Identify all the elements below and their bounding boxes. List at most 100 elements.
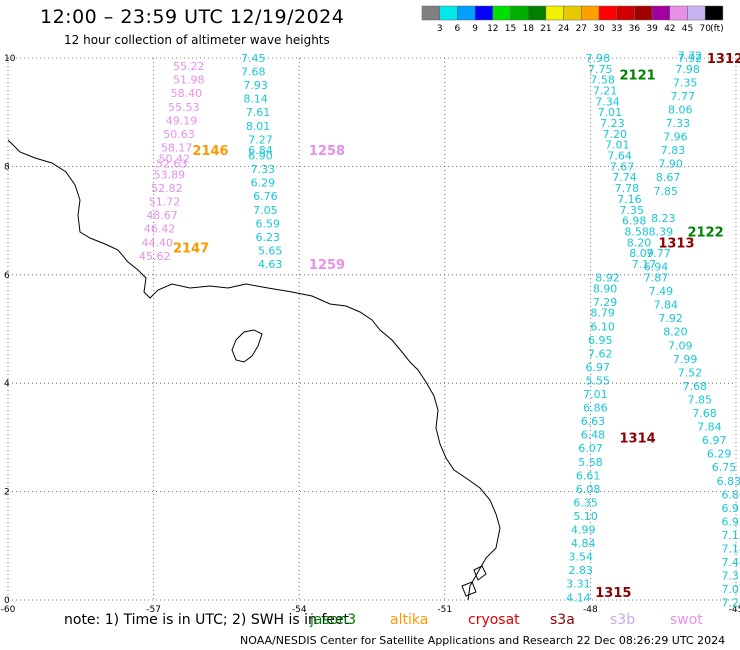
note-line: note: 1) Time is in UTC; 2) SWH is in fe…	[64, 612, 703, 628]
swh-value: 7.72	[678, 49, 703, 62]
pass-number-labels: 2146 2147 1258 1259 2121 2122 1312 1313 1314 1315	[173, 52, 740, 601]
swh-value: 6.23	[256, 231, 281, 244]
pass-number: 1315	[595, 586, 631, 601]
swh-value: 7.01	[605, 139, 630, 152]
legend-swatch	[421, 5, 440, 21]
legend-swatch	[634, 5, 653, 21]
swh-value: 7.99	[673, 353, 698, 366]
swh-value: 6.98	[622, 215, 647, 228]
swh-value: 6.92	[721, 515, 740, 528]
swh-value: 5.10	[573, 510, 598, 523]
legend-swatch	[651, 5, 671, 21]
swh-value: 6.83	[717, 475, 740, 488]
swh-value: 7.01	[598, 106, 623, 119]
swh-value: 8.09	[629, 247, 654, 260]
swh-value: 7.24	[721, 597, 740, 610]
swh-value: 8.58	[624, 225, 649, 238]
swh-value: 7.78	[615, 182, 640, 195]
swh-value: 44.40	[141, 236, 173, 249]
swh-value: 5.55	[586, 374, 611, 387]
swh-value: 7.74	[612, 171, 637, 184]
swh-value: 6.61	[576, 469, 601, 482]
wave-height-labels: 55.2251.9858.4055.5349.1950.6358.1750.42…	[139, 49, 740, 609]
pass-number: 1314	[620, 431, 656, 446]
swh-value: 6.91	[721, 502, 740, 515]
swh-value: 7.18	[721, 543, 740, 556]
swh-value: 6.76	[253, 190, 277, 203]
legend-swatch	[563, 5, 582, 21]
legend-label: 3	[437, 24, 443, 34]
swh-value: 7.35	[673, 76, 698, 89]
lon-tick-label: -54	[292, 605, 307, 615]
swh-value: 5.58	[578, 456, 603, 469]
legend-swatch	[545, 5, 564, 21]
lon-tick-label: -45	[729, 605, 740, 615]
swh-value: 7.84	[653, 299, 678, 312]
swh-value: 7.34	[595, 95, 620, 108]
legend-swatch	[669, 5, 688, 21]
swh-value: 7.27	[248, 133, 272, 146]
swh-value: 51.72	[149, 196, 181, 209]
lat-tick-label: 10	[4, 54, 16, 64]
lat-tick-label: 6	[4, 271, 10, 281]
legend-swatch	[616, 5, 635, 21]
swh-value: 8.20	[627, 236, 652, 249]
swh-value: 52.63	[156, 158, 188, 171]
swh-value: 6.63	[581, 415, 606, 428]
swh-value: 8.06	[668, 103, 693, 116]
legend-label: 33	[611, 24, 622, 34]
swh-value: 6.86	[583, 402, 608, 415]
lat-lon-grid: -60 -57 -54 -51 -48 -45 0 2 4 6 8 10	[1, 54, 740, 615]
swh-value: 5.65	[258, 244, 283, 257]
legend-swatch	[527, 5, 547, 21]
swh-value: 8.92	[595, 272, 620, 285]
lat-tick-label: 4	[4, 379, 10, 389]
swh-value: 8.20	[663, 326, 688, 339]
swh-value: 7.98	[586, 52, 611, 65]
coastline	[7, 139, 501, 601]
pass-number: 2122	[687, 225, 723, 240]
note-cryosat: cryosat	[468, 612, 520, 628]
lon-tick-label: -60	[1, 605, 16, 615]
legend-swatch	[704, 5, 724, 21]
swh-value: 6.10	[590, 320, 615, 333]
swh-value: 7.77	[646, 247, 671, 260]
swh-value: 4.14	[566, 591, 591, 604]
legend-swatch	[581, 5, 600, 21]
swh-value: 8.14	[243, 93, 267, 106]
delta-islands	[461, 565, 487, 597]
legend-label: 18	[522, 24, 534, 34]
swh-value: 6.48	[581, 429, 606, 442]
swh-value: 6.94	[644, 261, 669, 274]
swh-value: 8.23	[651, 212, 676, 225]
swh-value: 7.52	[678, 366, 703, 379]
pass-number: 1312	[707, 52, 740, 67]
legend-unit: (ft)	[710, 24, 724, 34]
swh-value: 4.63	[258, 258, 283, 271]
pass-number: 2146	[192, 144, 228, 159]
credit-line: NOAA/NESDIS Center for Satellite Applica…	[240, 634, 726, 647]
legend-label: 15	[505, 24, 516, 34]
swh-value: 6.29	[251, 177, 276, 190]
lon-tick-label: -57	[146, 605, 161, 615]
swh-value: 8.39	[649, 225, 674, 238]
swh-value: 7.83	[661, 144, 686, 157]
swh-value: 7.16	[617, 193, 642, 206]
swh-value: 7.92	[658, 312, 683, 325]
swh-value: 7.12	[721, 529, 740, 542]
swh-value: 8.90	[593, 282, 618, 295]
swh-value: 50.63	[163, 128, 195, 141]
swh-value: 4.84	[571, 537, 596, 550]
swh-value: 6.59	[256, 217, 281, 230]
swh-value: 58.17	[161, 141, 193, 154]
note-jason: jason3	[310, 612, 357, 628]
swh-value: 7.48	[721, 556, 740, 569]
swh-value: 53.89	[154, 169, 186, 182]
swh-value: 55.53	[168, 101, 200, 114]
legend-swatch	[474, 5, 494, 21]
note-altika: altika	[390, 612, 429, 628]
swh-value: 6.86	[721, 488, 740, 501]
legend-label: 45	[682, 24, 693, 34]
legend-label: 24	[558, 24, 570, 34]
